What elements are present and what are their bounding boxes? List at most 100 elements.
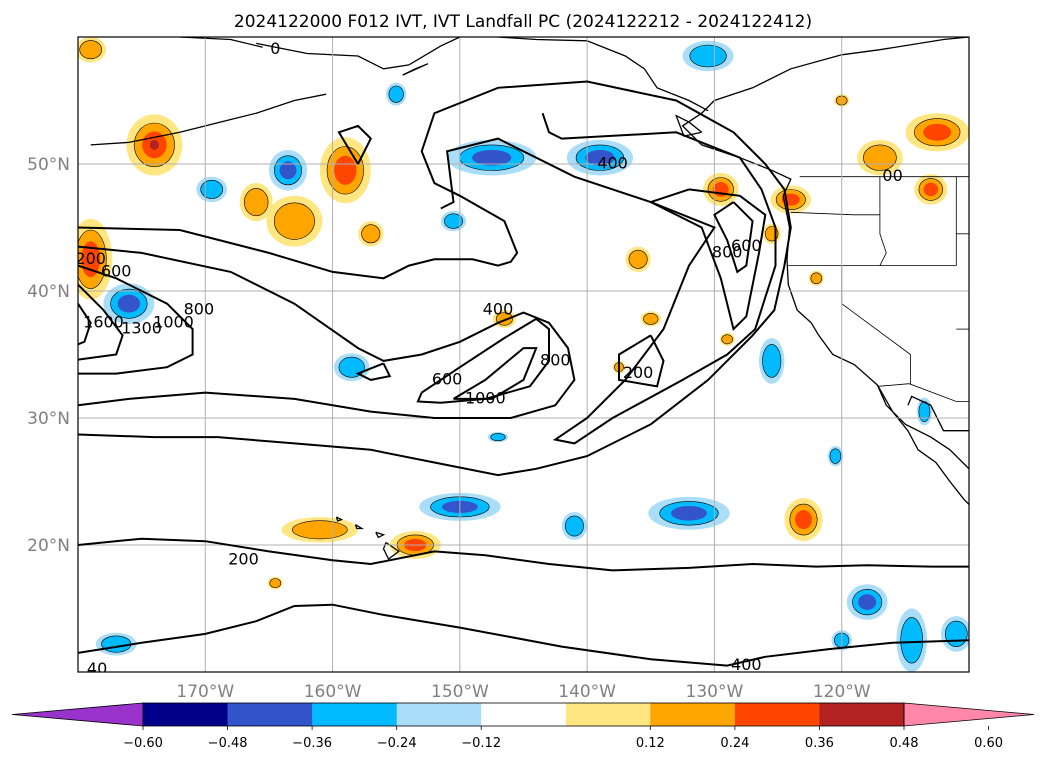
contour-label-15: 400	[731, 655, 762, 674]
map-frame	[77, 36, 970, 673]
colorbar-tick-label-3: −0.24	[377, 736, 417, 751]
x-axis-ticks: 170°W 160°W 150°W 140°W 130°W 120°W	[176, 682, 870, 702]
y-axis-ticks: 50°N 40°N 30°N 20°N	[27, 155, 70, 556]
colorbar-tick-label-2: −0.36	[292, 736, 332, 751]
colorbar-tick-label-8: 0.48	[890, 736, 919, 751]
coast-segment-10	[375, 531, 386, 539]
anomaly-region-21-2	[795, 510, 812, 530]
ivt-contour-12	[618, 334, 665, 388]
coast-segment-5	[90, 93, 327, 146]
ivt-contour-11	[78, 603, 969, 667]
anomaly-region-3-1	[273, 202, 315, 240]
anomaly-region-36-1	[829, 448, 842, 464]
anomaly-region-34-1	[944, 620, 968, 648]
anomaly-region-22-2	[671, 506, 707, 521]
contour-label-14: 200	[228, 550, 259, 569]
y-tick-label-1: 40°N	[27, 282, 70, 302]
anomaly-region-4-1	[244, 188, 269, 217]
contour-label-4: 1000	[153, 312, 194, 331]
anomaly-region-37-1	[918, 401, 931, 423]
x-tick-label-5: 120°W	[813, 682, 871, 702]
ivt-contour-1	[78, 245, 576, 419]
contour-label-5: 800	[184, 300, 215, 319]
ivt-contour-9	[440, 112, 777, 445]
anomaly-region-10-1	[388, 85, 404, 103]
anomaly-region-1-2	[334, 155, 357, 185]
colorbar-tick-label-9: 0.60	[974, 736, 1003, 751]
x-tick-label-1: 160°W	[304, 682, 362, 702]
border-4	[878, 383, 969, 402]
coast-segment-11	[354, 524, 365, 530]
anomaly-region-0-3	[149, 140, 159, 150]
ivt-contour-4	[78, 303, 92, 346]
contour-label-7: 600	[432, 369, 463, 388]
contour-label-1: 600	[101, 261, 132, 280]
coast-segment-12	[335, 516, 344, 522]
ivt-contour-8	[713, 201, 754, 274]
y-tick-label-2: 30°N	[27, 409, 70, 429]
ivt-anomaly-shading	[78, 37, 969, 672]
anomaly-region-33-1	[101, 635, 132, 653]
contour-label-2: 1600	[83, 312, 124, 331]
coast-segment-0	[681, 37, 969, 470]
anomaly-region-19-2	[923, 123, 952, 141]
colorbar-segment-8	[819, 703, 905, 726]
anomaly-region-44-1	[79, 40, 102, 60]
coast-segment-9	[382, 541, 400, 560]
anomaly-region-6-2	[279, 161, 297, 180]
colorbar-segment-5	[565, 703, 651, 726]
coast-segment-7	[497, 37, 709, 112]
x-tick-label-3: 140°W	[558, 682, 616, 702]
anomaly-region-28-1	[643, 313, 659, 325]
y-tick-label-3: 20°N	[27, 536, 70, 556]
contour-label-13: 600	[731, 236, 762, 255]
contour-label-12: 800	[712, 242, 743, 261]
anomaly-region-38-1	[490, 433, 506, 442]
anomaly-region-11-2	[472, 149, 512, 166]
colorbar-segment-1	[227, 703, 313, 726]
colorbar-tick-label-0: −0.60	[123, 736, 163, 751]
coast-segment-6	[402, 63, 429, 76]
colorbar-tick-label-7: 0.36	[805, 736, 834, 751]
anomaly-region-39-1	[269, 578, 282, 588]
contour-label-3: 1300	[121, 319, 162, 338]
contour-label-17: 00	[882, 166, 902, 185]
coast-segment-2	[907, 395, 969, 432]
x-tick-label-2: 150°W	[431, 682, 489, 702]
contour-label-18: 0	[270, 39, 280, 58]
colorbar-segment-0	[143, 703, 228, 726]
colorbar-segment-4	[481, 703, 567, 726]
colorbar-tick-label-6: 0.24	[720, 736, 749, 751]
anomaly-region-42-1	[810, 272, 823, 285]
colorbar: −0.60 −0.48 −0.36 −0.24 −0.12 0.12 0.24 0.36 0.4…	[11, 702, 1035, 751]
y-tick-label-0: 50°N	[27, 155, 70, 175]
anomaly-region-24-1	[564, 515, 584, 537]
contour-label-16: 40	[87, 659, 107, 678]
anomaly-region-7-1	[200, 179, 223, 199]
contour-label-9: 800	[540, 350, 571, 369]
ivt-contour-5	[416, 317, 550, 404]
colorbar-tick-label-4: −0.12	[461, 736, 501, 751]
ivt-contour-0	[78, 80, 792, 477]
anomaly-region-14-1	[689, 44, 727, 68]
colorbar-tick-label-1: −0.48	[208, 736, 248, 751]
coast-segment-4	[179, 37, 263, 48]
colorbar-segment-3	[396, 703, 482, 726]
colorbar-extend-low	[11, 702, 144, 727]
coast-segment-1	[876, 384, 969, 505]
anomaly-region-40-1	[721, 334, 734, 345]
ivt-contour-7	[648, 188, 767, 332]
ivt-contour-3	[78, 283, 124, 361]
ivt-contour-13	[355, 362, 392, 381]
anomaly-region-31-2	[858, 594, 877, 610]
colorbar-tick-label-5: 0.12	[636, 736, 665, 751]
ivt-contour-6	[452, 347, 538, 400]
anomaly-region-32-1	[900, 617, 924, 664]
anomaly-region-8-2	[117, 294, 141, 313]
contour-label-0: 200	[75, 249, 106, 268]
border-5	[790, 211, 880, 216]
x-tick-label-0: 170°W	[176, 682, 234, 702]
